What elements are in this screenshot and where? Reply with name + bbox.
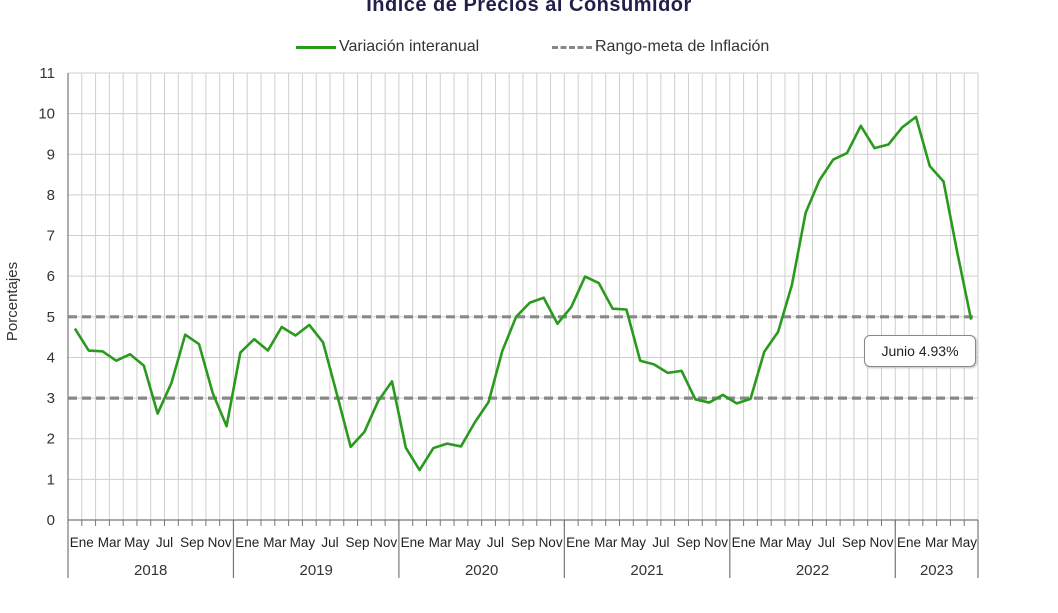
month-tick-label: Sep — [842, 535, 866, 550]
callout-label: Junio 4.93% — [864, 335, 976, 367]
y-tick-label: 4 — [47, 349, 55, 366]
month-tick-label: Nov — [869, 535, 893, 550]
year-label: 2020 — [465, 562, 498, 579]
y-tick-label: 9 — [47, 146, 55, 163]
month-tick-label: Ene — [732, 535, 756, 550]
gridlines — [67, 72, 979, 521]
legend-item-series: Variación interanual — [296, 38, 479, 56]
month-tick-label: Mar — [925, 535, 949, 550]
month-tick-label: Ene — [401, 535, 425, 550]
y-tick-label: 2 — [47, 431, 55, 448]
month-tick-label: Sep — [180, 535, 204, 550]
month-tick-label: May — [455, 535, 481, 550]
legend-line-swatch — [296, 45, 336, 49]
year-label: 2019 — [299, 562, 332, 579]
legend: Variación interanual Rango-meta de Infla… — [0, 38, 1058, 62]
month-tick-label: Nov — [539, 535, 563, 550]
year-label: 2023 — [920, 562, 953, 579]
month-tick-label: Ene — [566, 535, 590, 550]
month-tick-label: May — [951, 535, 977, 550]
month-tick-label: Jul — [818, 535, 835, 550]
y-tick-label: 10 — [38, 106, 55, 123]
month-tick-label: May — [124, 535, 150, 550]
month-tick-label: Mar — [760, 535, 784, 550]
series-line — [73, 115, 973, 472]
y-tick-label: 5 — [47, 309, 55, 326]
y-tick-label: 3 — [47, 390, 55, 407]
month-tick-label: Ene — [235, 535, 259, 550]
legend-band-label: Rango-meta de Inflación — [595, 38, 770, 55]
y-tick-label: 6 — [47, 268, 55, 285]
y-tick-label: 1 — [47, 471, 55, 488]
legend-item-band: Rango-meta de Inflación — [552, 38, 769, 56]
y-axis-title: Porcentajes — [4, 262, 21, 341]
year-label: 2022 — [796, 562, 829, 579]
month-tick-label: Nov — [373, 535, 397, 550]
month-tick-label: Ene — [70, 535, 94, 550]
y-tick-label: 11 — [39, 65, 55, 82]
legend-dash-swatch — [552, 45, 592, 49]
month-tick-label: Mar — [429, 535, 453, 550]
month-tick-label: Jul — [487, 535, 504, 550]
month-tick-label: May — [786, 535, 812, 550]
legend-series-label: Variación interanual — [339, 38, 480, 55]
y-tick-label: 7 — [47, 228, 55, 245]
chart-title: Índice de Precios al Consumidor — [366, 0, 692, 16]
year-label: 2021 — [630, 562, 663, 579]
month-tick-label: Jul — [652, 535, 669, 550]
month-tick-label: Nov — [704, 535, 728, 550]
month-tick-label: Mar — [594, 535, 618, 550]
month-tick-label: Mar — [263, 535, 287, 550]
month-tick-label: Nov — [208, 535, 232, 550]
month-tick-label: Sep — [676, 535, 700, 550]
month-tick-label: May — [290, 535, 316, 550]
month-tick-label: Jul — [321, 535, 338, 550]
month-tick-label: May — [621, 535, 647, 550]
month-tick-label: Mar — [98, 535, 122, 550]
year-label: 2018 — [134, 562, 167, 579]
y-tick-label: 8 — [47, 187, 55, 204]
month-tick-label: Sep — [511, 535, 535, 550]
month-tick-label: Ene — [897, 535, 921, 550]
month-tick-label: Jul — [156, 535, 173, 550]
y-tick-label: 0 — [47, 512, 55, 529]
month-tick-label: Sep — [346, 535, 370, 550]
